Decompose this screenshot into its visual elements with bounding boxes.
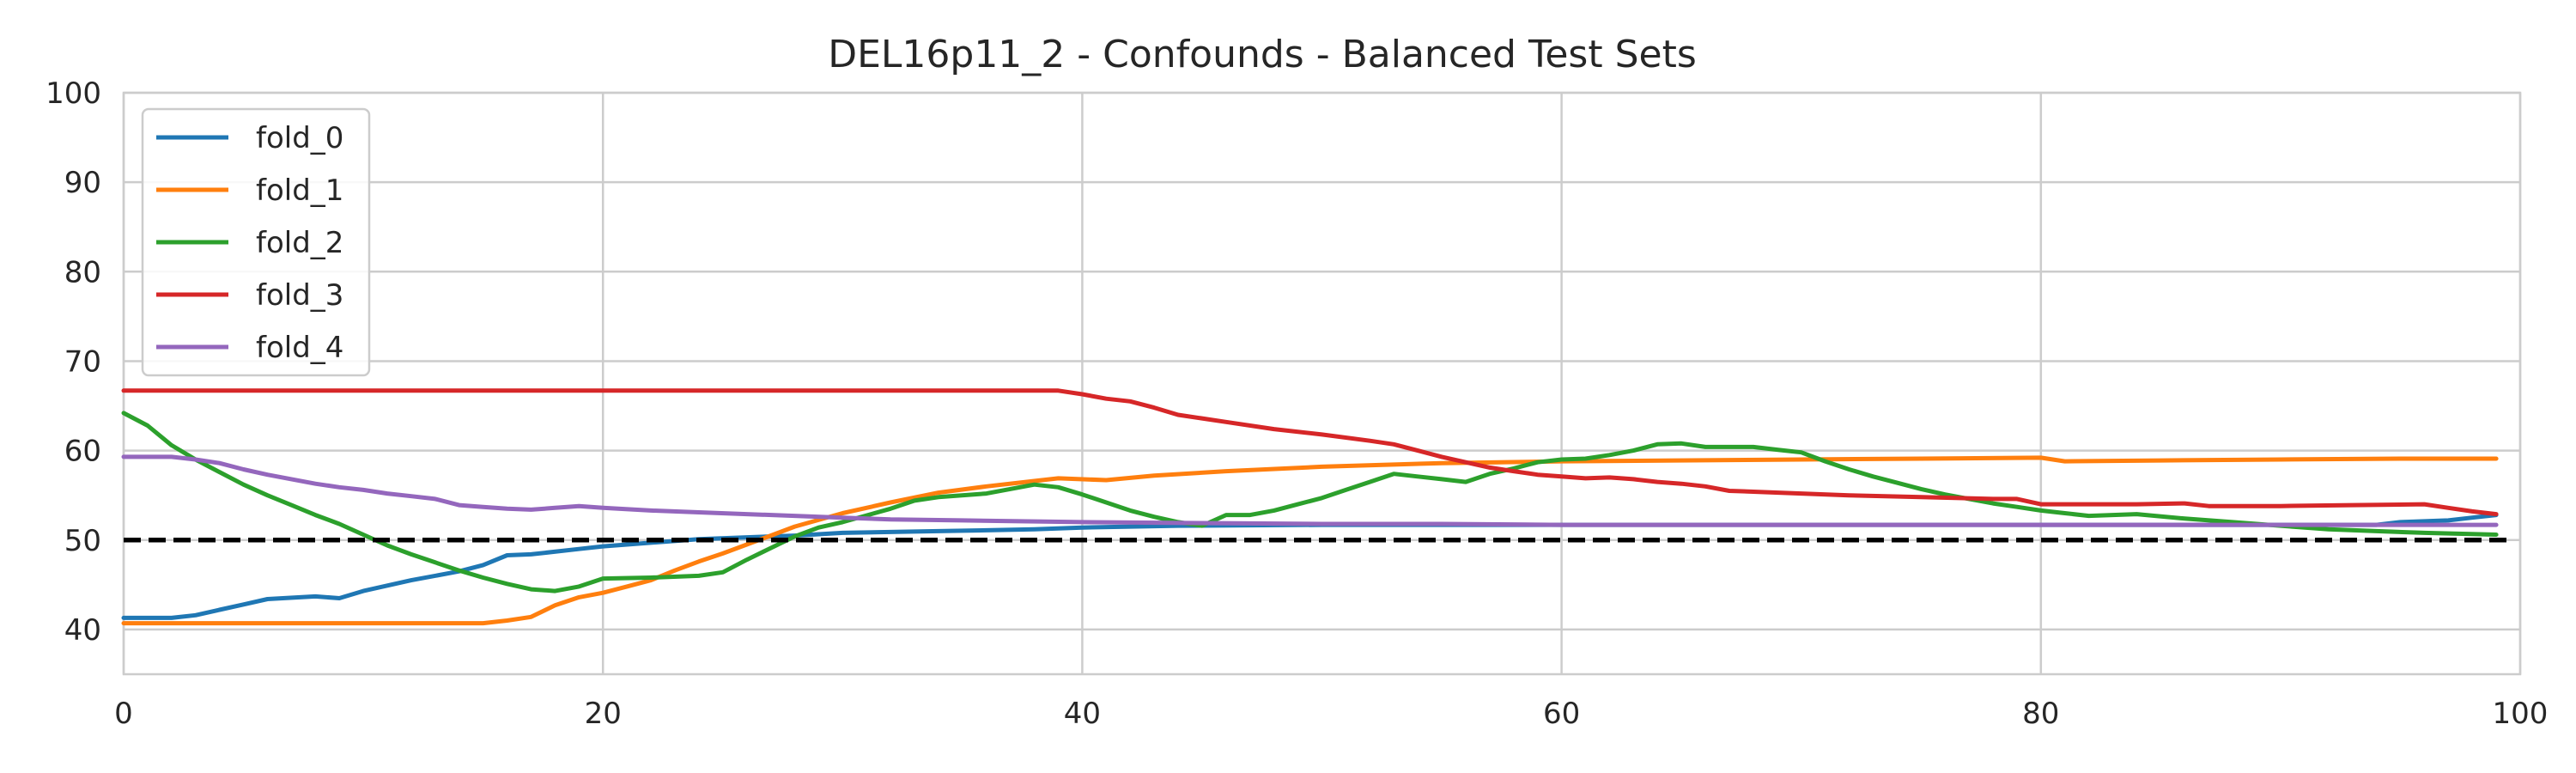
x-tick-label: 40 [1064,697,1101,731]
x-tick-label: 0 [114,697,133,731]
legend-label: fold_1 [256,173,343,208]
x-tick-label: 20 [585,697,622,731]
tick-labels: 0 20 40 60 80 100 40 50 60 70 80 90 100 [46,76,2548,731]
x-tick-label: 100 [2493,697,2549,731]
y-tick-label: 90 [64,166,101,200]
legend-box [141,107,371,377]
chart-title: DEL16p11_2 - Confounds - Balanced Test S… [828,33,1697,76]
series-line-fold-1 [121,455,2499,626]
legend-label: fold_3 [256,278,343,313]
y-tick-label: 60 [64,435,101,469]
x-tick-label: 60 [1543,697,1580,731]
y-tick-label: 100 [46,76,101,111]
y-tick-label: 70 [64,344,101,379]
x-tick-label: 80 [2022,697,2059,731]
series-line-fold-3 [121,388,2499,517]
y-tick-label: 50 [64,524,101,558]
legend-label: fold_4 [256,331,343,365]
series-line-fold-2 [121,411,2499,593]
plot-frame [122,91,2522,676]
legend-label: fold_0 [256,121,343,155]
y-tick-label: 40 [64,613,101,648]
legend: fold_0 fold_1 fold_2 fold_3 fold_4 [141,107,371,377]
legend-label: fold_2 [256,226,343,260]
y-tick-label: 80 [64,255,101,289]
series-line-fold-4 [121,454,2499,527]
